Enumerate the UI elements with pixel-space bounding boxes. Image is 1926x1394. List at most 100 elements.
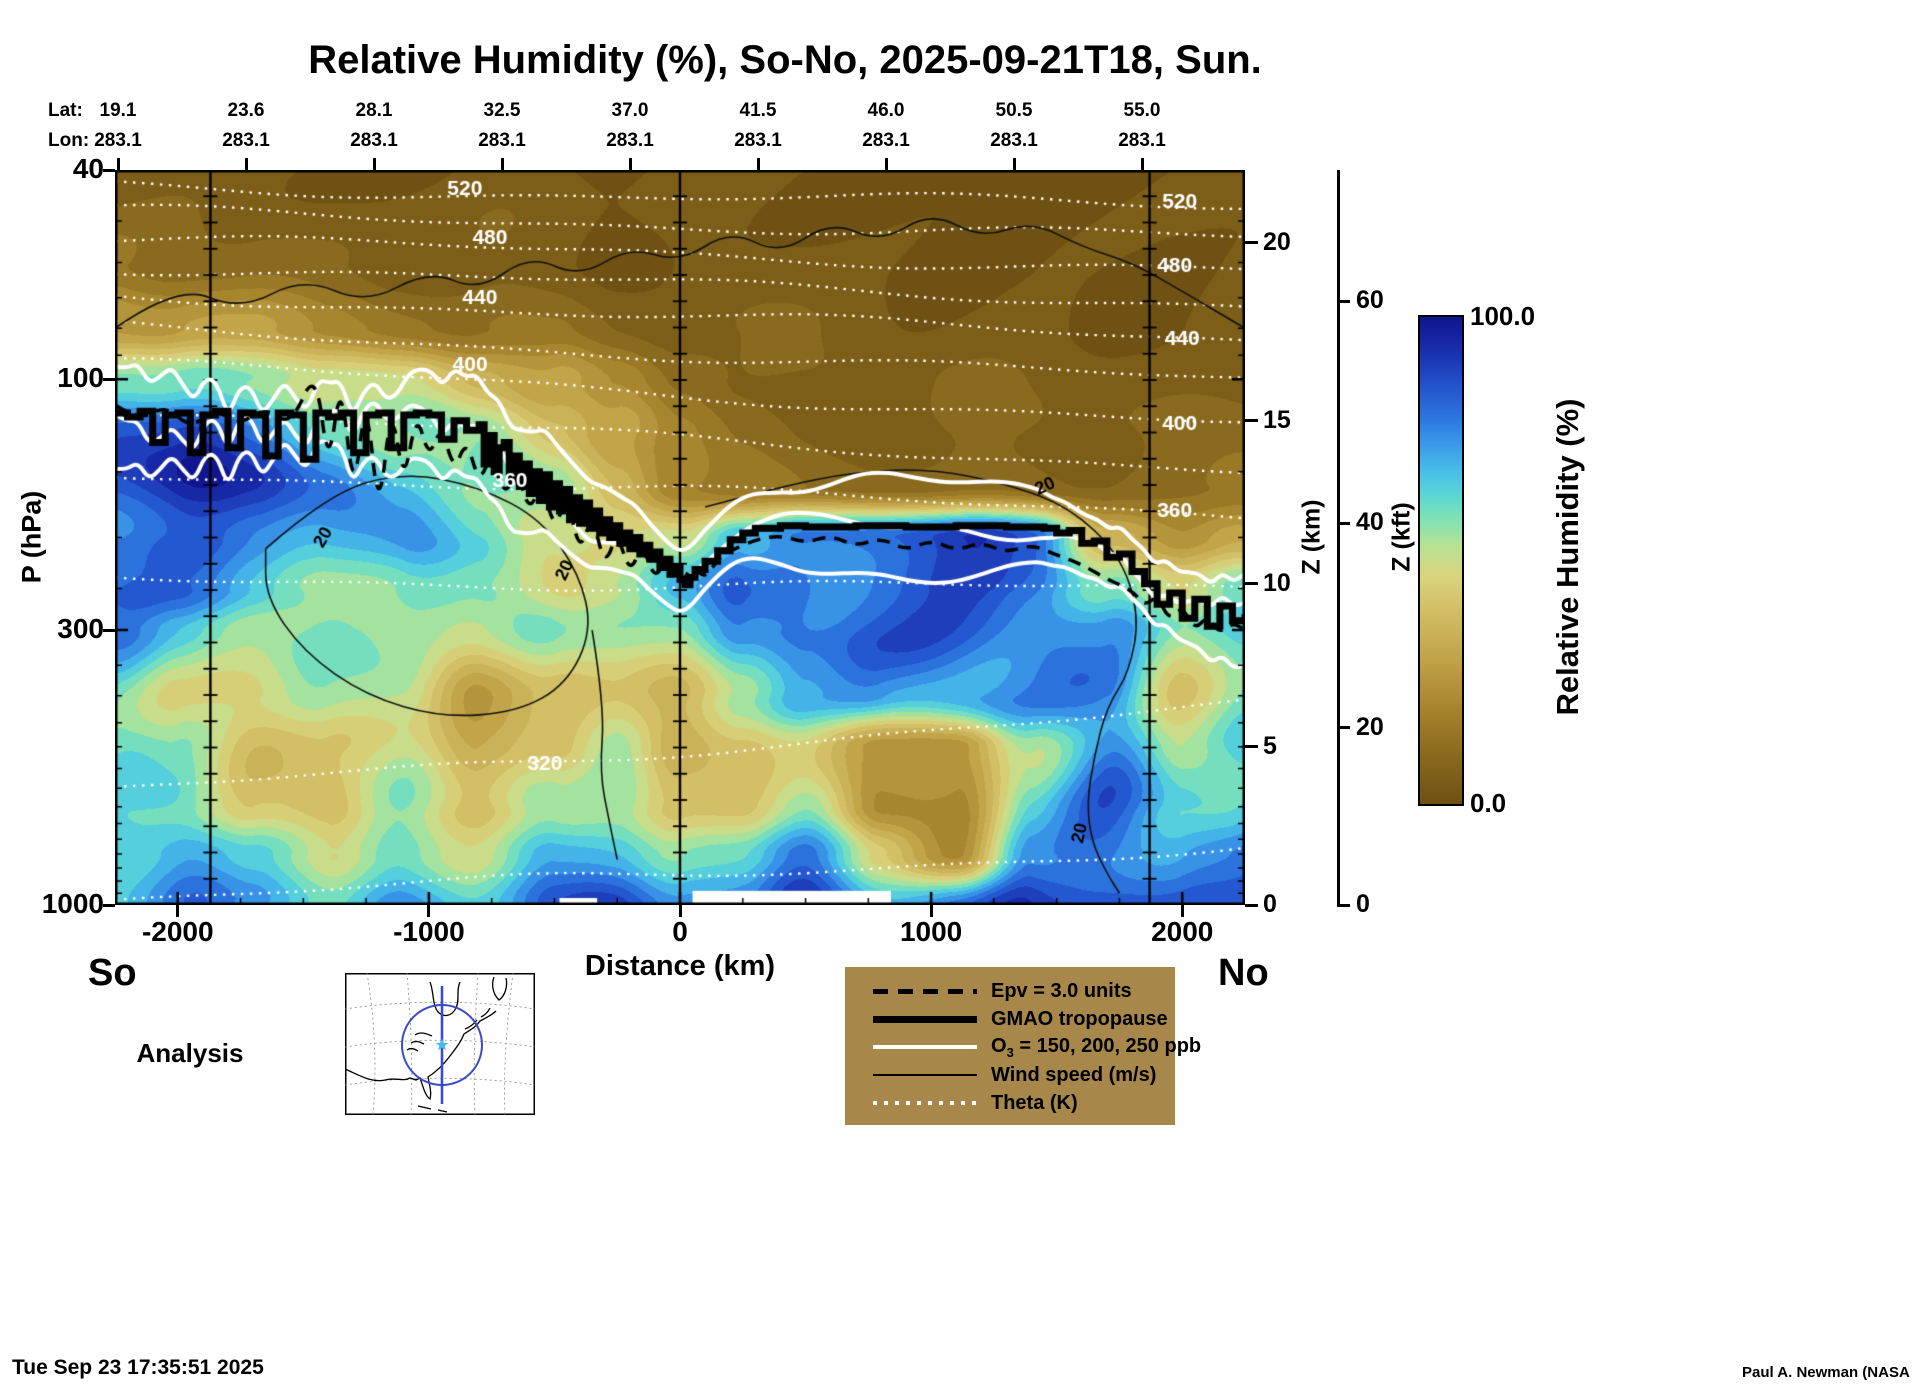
lat-tick-mark xyxy=(244,158,248,170)
lat-value-4: 37.0 xyxy=(611,100,649,121)
lon-value-7: 283.1 xyxy=(990,130,1038,151)
lat-value-8: 55.0 xyxy=(1123,100,1161,121)
z-kft-tick-mark xyxy=(1337,726,1350,730)
legend-line-sample-dashed-black xyxy=(873,988,977,994)
lat-tick-mark xyxy=(884,158,888,170)
z-km-tick-0: 0 xyxy=(1263,890,1277,918)
pressure-tick-mark xyxy=(103,903,115,907)
z-km-axis-title: Z (km) xyxy=(1297,499,1326,575)
distance-tick-mark xyxy=(427,905,431,917)
timestamp: Tue Sep 23 17:35:51 2025 xyxy=(12,1356,264,1379)
lat-tick-mark xyxy=(756,158,760,170)
lat-tick-mark xyxy=(628,158,632,170)
lat-value-5: 41.5 xyxy=(739,100,777,121)
z-kft-tick-60: 60 xyxy=(1356,286,1384,315)
z-kft-tick-40: 40 xyxy=(1356,508,1384,537)
legend-item-1: GMAO tropopause xyxy=(845,1005,1175,1033)
pressure-tick-1000: 1000 xyxy=(41,888,104,919)
analysis-label: Analysis xyxy=(136,1038,244,1068)
figure-title: Relative Humidity (%), So-No, 2025-09-21… xyxy=(308,38,1262,82)
legend-item-0: Epv = 3.0 units xyxy=(845,977,1175,1005)
legend-label-1: GMAO tropopause xyxy=(991,1007,1168,1030)
pressure-tick-100: 100 xyxy=(57,362,104,394)
z-km-tick-mark xyxy=(1245,903,1258,907)
legend-label-2: O3 = 150, 200, 250 ppb xyxy=(991,1034,1202,1060)
colorbar-title: Relative Humidity (%) xyxy=(1550,398,1585,716)
inset-map-graticule xyxy=(345,973,535,1115)
z-km-tick-mark xyxy=(1245,419,1258,423)
legend-label-0: Epv = 3.0 units xyxy=(991,979,1132,1002)
z-km-tick-mark xyxy=(1245,745,1258,749)
z-km-tick-mark xyxy=(1245,582,1258,586)
distance-tick-mark xyxy=(929,905,933,917)
distance-tick-mark xyxy=(678,905,682,917)
rh-cross-section-canvas xyxy=(115,170,1245,905)
lon-value-2: 283.1 xyxy=(350,130,398,151)
track-center-star xyxy=(435,1038,449,1051)
endpoint-label-end: No xyxy=(1218,952,1269,994)
lon-value-5: 283.1 xyxy=(734,130,782,151)
colorbar-max-label: 100.0 xyxy=(1470,301,1536,331)
z-km-tick-5: 5 xyxy=(1263,731,1277,760)
endpoint-label-start: So xyxy=(88,952,137,994)
colorbar-min-label: 0.0 xyxy=(1470,788,1507,818)
distance-tick-2000: 2000 xyxy=(1151,916,1214,947)
z-kft-tick-0: 0 xyxy=(1356,890,1370,918)
legend-label-3: Wind speed (m/s) xyxy=(991,1063,1157,1086)
lat-value-7: 50.5 xyxy=(995,100,1033,121)
lat-tick-mark xyxy=(372,158,376,170)
z-km-tick-10: 10 xyxy=(1263,568,1291,597)
lon-value-6: 283.1 xyxy=(862,130,910,151)
lon-value-8: 283.1 xyxy=(1118,130,1166,151)
lon-values-row: Lon: 283.1 283.1 283.1 283.1 283.1 283.1 283.1… xyxy=(0,130,1570,154)
legend-item-4: Theta (K) xyxy=(845,1089,1175,1117)
lon-axis-label: Lon: xyxy=(48,130,90,151)
lat-value-2: 28.1 xyxy=(355,100,393,121)
lat-value-1: 23.6 xyxy=(227,100,265,121)
pressure-tick-40: 40 xyxy=(72,153,104,184)
distance-tick--1000: -1000 xyxy=(393,916,465,947)
lat-value-6: 46.0 xyxy=(867,100,905,121)
pressure-tick-mark xyxy=(103,377,115,381)
inset-map xyxy=(345,973,535,1115)
z-kft-tick-mark xyxy=(1337,299,1350,303)
legend-item-3: Wind speed (m/s) xyxy=(845,1061,1175,1089)
pressure-tick-mark xyxy=(103,628,115,632)
credit: Paul A. Newman (NASA xyxy=(1742,1364,1910,1381)
legend-label-4: Theta (K) xyxy=(991,1091,1078,1114)
legend: Epv = 3.0 units GMAO tropopause O3 = 150, … xyxy=(845,967,1201,1125)
z-kft-tick-mark xyxy=(1337,521,1350,525)
legend-line-sample-white-dotted xyxy=(873,1101,977,1105)
distance-tick-0: 0 xyxy=(672,916,688,947)
lon-value-1: 283.1 xyxy=(222,130,270,151)
lat-value-0: 19.1 xyxy=(99,100,137,121)
z-km-tick-15: 15 xyxy=(1263,405,1291,434)
lat-tick-mark xyxy=(116,158,120,170)
lon-value-4: 283.1 xyxy=(606,130,654,151)
lat-value-3: 32.5 xyxy=(483,100,521,121)
z-km-tick-20: 20 xyxy=(1263,227,1291,256)
inset-map-coastline xyxy=(345,976,508,1113)
lat-tick-mark xyxy=(1012,158,1016,170)
legend-item-2: O3 = 150, 200, 250 ppb xyxy=(845,1033,1201,1061)
z-kft-axis-title: Z (kft) xyxy=(1387,502,1416,572)
z-kft-tick-mark xyxy=(1337,903,1350,907)
z-km-tick-mark xyxy=(1245,241,1258,245)
pressure-axis-title: P (hPa) xyxy=(16,490,47,584)
legend-line-sample-white-solid xyxy=(873,1045,977,1049)
distance-tick--2000: -2000 xyxy=(141,916,214,947)
pressure-tick-mark xyxy=(103,168,115,172)
legend-line-sample-thin-black xyxy=(873,1074,977,1076)
distance-axis-title: Distance (km) xyxy=(584,950,776,982)
distance-tick-1000: 1000 xyxy=(899,916,963,947)
z-kft-axis-line xyxy=(1337,170,1340,905)
colorbar xyxy=(1418,315,1464,806)
pressure-tick-300: 300 xyxy=(57,613,104,645)
lon-value-0: 283.1 xyxy=(94,130,142,151)
distance-tick-mark xyxy=(176,905,180,917)
distance-tick-mark xyxy=(1180,905,1184,917)
lat-values-row: Lat: 19.1 23.6 28.1 32.5 37.0 41.5 46.0 50.5 55.… xyxy=(0,100,1570,124)
z-kft-tick-20: 20 xyxy=(1356,712,1384,741)
lon-value-3: 283.1 xyxy=(478,130,526,151)
